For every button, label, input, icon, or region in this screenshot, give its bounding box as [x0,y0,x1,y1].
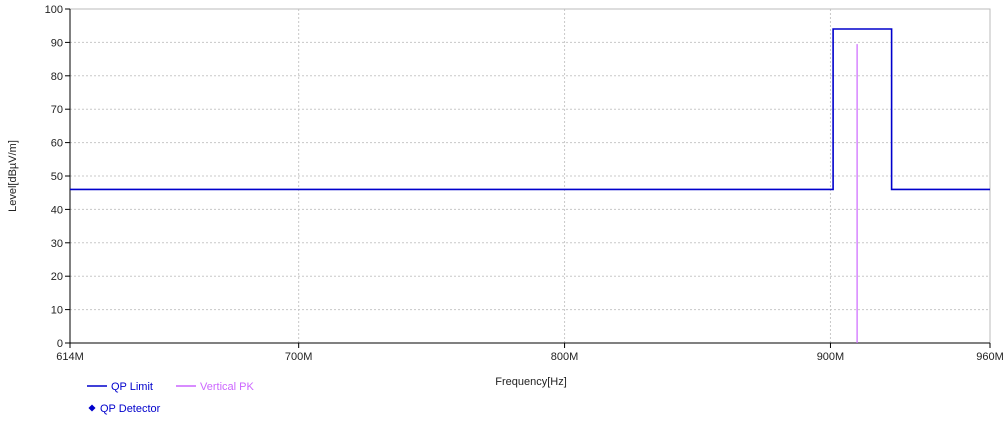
y-tick-label: 30 [51,238,63,250]
y-tick-label: 80 [51,71,63,83]
y-axis-title: Level[dBµV/m] [7,140,19,212]
x-tick-label: 960M [976,351,1004,363]
legend-label-qp-detector: QP Detector [100,403,161,415]
y-tick-label: 50 [51,171,63,183]
y-tick-label: 60 [51,138,63,150]
legend-label-vertical-pk: Vertical PK [200,381,254,393]
y-tick-label: 40 [51,204,63,216]
y-tick-label: 100 [45,4,63,16]
x-tick-label: 800M [551,351,579,363]
y-tick-label: 20 [51,271,63,283]
y-tick-label: 0 [57,338,63,350]
qp-limit-line [70,28,990,191]
legend-swatch-qp-detector [88,404,96,412]
x-axis-title: Frequency[Hz] [495,376,567,388]
x-axis: 614M 700M 800M 900M 960M [56,342,1004,363]
grid-lines [69,8,991,344]
y-tick-label: 70 [51,104,63,116]
legend: QP Limit Vertical PK QP Detector [87,381,254,415]
y-axis: 0 10 20 30 40 50 60 70 80 90 100 [45,4,71,350]
y-tick-label: 10 [51,305,63,317]
series-layer [70,28,990,343]
x-tick-label: 900M [817,351,845,363]
legend-label-qp-limit: QP Limit [111,381,153,393]
y-tick-label: 90 [51,37,63,49]
x-tick-label: 614M [56,351,84,363]
x-tick-label: 700M [285,351,313,363]
